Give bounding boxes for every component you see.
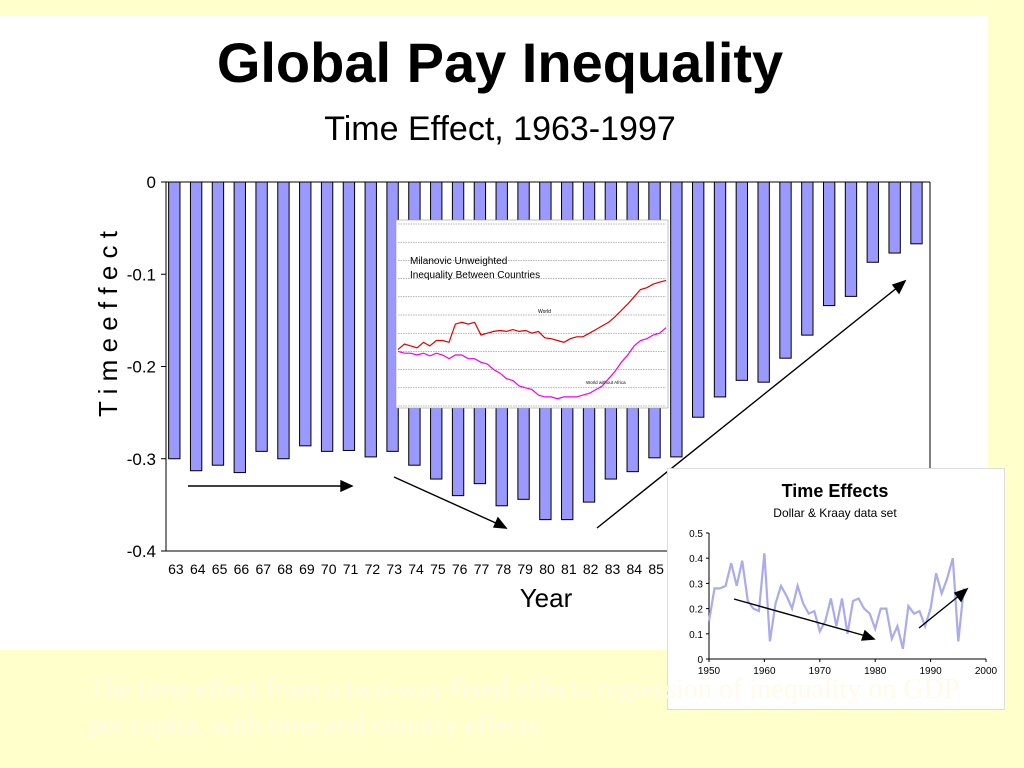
x-axis-label: Year	[520, 583, 573, 613]
down-trend-arrowhead	[492, 516, 508, 529]
up-trend-arrowhead	[891, 279, 907, 295]
bar-66	[233, 181, 246, 474]
dk-subtitle: Dollar & Kraay data set	[773, 506, 897, 520]
slide-caption: The time effect from a two-way fixed eff…	[88, 674, 959, 741]
x-tick-label-76: 76	[452, 561, 468, 577]
x-tick-label-81: 81	[561, 561, 577, 577]
x-tick-label-68: 68	[277, 561, 293, 577]
dk-y-tick-label: 0.3	[689, 579, 703, 590]
x-tick-label-75: 75	[430, 561, 446, 577]
x-tick-label-69: 69	[299, 561, 315, 577]
bar-67	[255, 181, 268, 452]
dk-y-tick-label: 0.1	[689, 630, 703, 641]
dk-x-tick-label: 1960	[753, 666, 776, 677]
down-trend-arrow	[393, 476, 499, 525]
milanovic-title-line2: Inequality Between Countries	[410, 270, 540, 281]
x-tick-label-71: 71	[343, 561, 359, 577]
dk-y-tick-label: 0	[697, 655, 703, 666]
bar-86	[670, 181, 683, 458]
x-tick-label-63: 63	[168, 561, 184, 577]
bar-71	[342, 181, 356, 451]
dk-trend-arrows	[733, 587, 969, 641]
dk-series-line	[707, 553, 965, 650]
y-tick-label: -0.2	[127, 358, 156, 377]
bar-93	[822, 181, 836, 307]
bar-65	[211, 181, 225, 466]
x-tick-label-77: 77	[474, 561, 490, 577]
x-tick-label-78: 78	[496, 561, 512, 577]
x-tick-label-79: 79	[517, 561, 533, 577]
milanovic-title-line1: Milanovic Unweighted	[410, 256, 507, 267]
dk-title: Time Effects	[782, 481, 889, 501]
x-tick-label-74: 74	[408, 561, 424, 577]
x-tick-label-66: 66	[234, 561, 250, 577]
series-line-0	[397, 279, 667, 351]
dk-down-arrowhead	[861, 629, 876, 641]
bar-96	[888, 181, 901, 254]
y-tick-label: -0.3	[127, 450, 156, 469]
dk-x-tick-label: 1970	[809, 666, 832, 677]
y-tick-label: -0.4	[127, 542, 156, 561]
dollar-kraay-line-chart: Time Effects Dollar & Kraay data set 0 0.…	[689, 481, 998, 677]
x-tick-label-67: 67	[255, 561, 271, 577]
bar-87	[692, 181, 705, 418]
flat-trend-arrowhead	[340, 479, 354, 493]
x-tick-label-65: 65	[212, 561, 228, 577]
bar-64	[189, 181, 203, 472]
slide-subtitle: Time Effect, 1963-1997	[324, 110, 676, 148]
bar-89	[735, 181, 749, 381]
slide-title: Global Pay Inequality	[216, 31, 784, 94]
milanovic-inset-chart: Milanovic Unweighted Inequality Between …	[395, 219, 669, 409]
x-tick-label-80: 80	[539, 561, 555, 577]
dk-down-arrow	[733, 598, 867, 637]
bar-91	[779, 181, 792, 359]
bar-92	[801, 181, 814, 336]
dollar-kraay-inset: Time Effects Dollar & Kraay data set 0 0.…	[667, 468, 1005, 710]
dk-x-tick-label: 2000	[975, 666, 998, 677]
bar-63	[168, 181, 181, 460]
series-label-world-without-africa: World without Africa	[586, 380, 626, 385]
series-line-1	[397, 327, 667, 400]
dk-x-tick-label: 1980	[864, 666, 887, 677]
x-tick-label-84: 84	[627, 561, 643, 577]
series-label-world: World	[538, 309, 551, 315]
x-tick-label-83: 83	[605, 561, 621, 577]
x-tick-label-82: 82	[583, 561, 599, 577]
trend-arrows	[188, 279, 907, 529]
x-tick-label-64: 64	[190, 561, 206, 577]
bar-69	[299, 181, 312, 447]
bar-97	[910, 181, 923, 245]
x-tick-label-85: 85	[648, 561, 664, 577]
y-tick-label: -0.1	[127, 265, 156, 284]
x-tick-label-73: 73	[386, 561, 402, 577]
bar-90	[757, 181, 770, 383]
bar-94	[844, 181, 858, 297]
bar-68	[277, 181, 290, 460]
dk-up-arrow	[918, 594, 961, 629]
dk-x-tick-label: 1990	[919, 666, 942, 677]
bar-70	[320, 181, 334, 452]
y-axis-label: T i m e e f f e c t	[93, 230, 123, 417]
dk-y-tick-label: 0.2	[689, 605, 703, 616]
up-trend-arrow	[596, 286, 899, 529]
x-tick-label-72: 72	[365, 561, 381, 577]
x-tick-label-70: 70	[321, 561, 337, 577]
y-tick-label: 0	[147, 173, 156, 192]
bar-88	[713, 181, 727, 398]
dk-y-tick-label: 0.4	[689, 554, 703, 565]
dk-x-tick-label: 1950	[698, 666, 721, 677]
bar-95	[866, 181, 879, 263]
dk-up-arrowhead	[953, 587, 969, 603]
dk-y-tick-label: 0.5	[689, 529, 703, 540]
